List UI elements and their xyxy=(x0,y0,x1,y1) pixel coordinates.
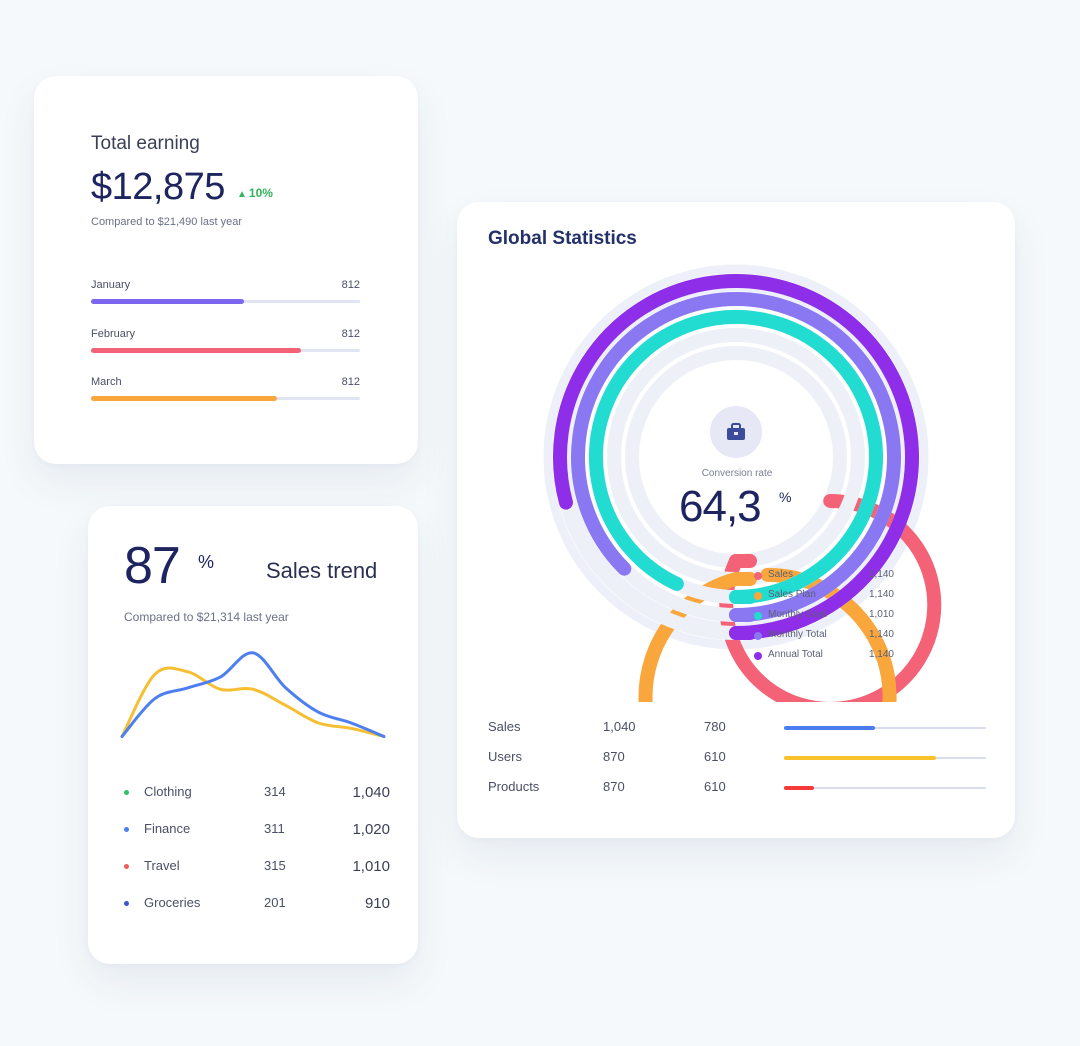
stat-value: 1,040 xyxy=(603,719,636,734)
legend-row-travel: Travel 315 1,010 xyxy=(124,858,390,878)
earning-amount: $12,875 xyxy=(91,166,225,208)
stat-progress-fill xyxy=(784,726,875,730)
ring-legend-name: Annual Total xyxy=(768,649,823,660)
month-label: January xyxy=(91,279,131,291)
ring-arc-2 xyxy=(589,310,883,604)
ring-legend-value: 1,140 xyxy=(868,589,894,600)
ring-legend-annual-total: Annual Total 1,140 xyxy=(754,649,894,665)
legend-row-finance: Finance 311 1,020 xyxy=(124,821,390,841)
stat-row-users: Users 870 610 xyxy=(488,749,986,769)
ring-legend-dot xyxy=(754,652,762,660)
stat-value: 870 xyxy=(603,749,625,764)
legend-name: Groceries xyxy=(144,895,201,910)
global-title: Global Statistics xyxy=(488,228,637,249)
legend-total: 1,040 xyxy=(352,784,390,801)
earning-subtitle: Compared to $21,490 last year xyxy=(91,216,243,228)
month-row-february: February 812 xyxy=(91,328,360,358)
stat-row-products: Products 870 610 xyxy=(488,779,986,799)
ring-legend-name: Monthly Goal xyxy=(768,609,827,620)
briefcase-glyph xyxy=(727,423,745,440)
ring-legend-sales-plan: Sales Plan 1,140 xyxy=(754,589,894,605)
month-value: 812 xyxy=(341,328,360,340)
ring-arc-4 xyxy=(553,274,919,640)
stat-value-secondary: 610 xyxy=(704,779,726,794)
legend-dot xyxy=(124,901,129,906)
stat-track xyxy=(784,787,986,789)
legend-dot xyxy=(124,864,129,869)
stat-progress-fill xyxy=(784,786,815,790)
earning-change-value: 10% xyxy=(248,186,273,200)
briefcase-icon xyxy=(710,406,762,458)
center-value-sign: % xyxy=(779,489,792,505)
month-label: March xyxy=(91,376,122,388)
sales-trend-card: 87 % Sales trend Compared to $21,314 las… xyxy=(88,506,418,964)
ring-legend-value: 1,140 xyxy=(868,629,894,640)
legend-dot xyxy=(124,790,129,795)
ring-legend-value: 1,140 xyxy=(868,569,894,580)
month-value: 812 xyxy=(341,279,360,291)
stat-value: 870 xyxy=(603,779,625,794)
sales-subtitle: Compared to $21,314 last year xyxy=(124,610,289,624)
ring-arc-3 xyxy=(571,292,901,622)
month-progress-fill xyxy=(91,348,301,353)
legend-row-groceries: Groceries 201 910 xyxy=(124,895,390,915)
month-row-january: January 812 xyxy=(91,279,360,309)
legend-total: 1,020 xyxy=(352,821,390,838)
arrow-up-icon: ▲ xyxy=(237,189,247,200)
legend-value: 201 xyxy=(264,895,286,910)
legend-name: Finance xyxy=(144,821,191,836)
ring-legend-dot xyxy=(754,572,762,580)
sales-title: Sales trend xyxy=(266,558,378,583)
stat-track xyxy=(784,727,986,729)
trend-line-series-0 xyxy=(120,666,386,738)
global-statistics-card: Global Statistics Conversion rate 64,3 %… xyxy=(457,202,1015,838)
sales-trend-chart xyxy=(120,651,386,738)
stat-name: Products xyxy=(488,779,540,794)
legend-value: 311 xyxy=(264,821,285,836)
ring-arc-1 xyxy=(638,567,897,702)
stat-progress-fill xyxy=(784,756,936,760)
legend-row-clothing: Clothing 314 1,040 xyxy=(124,784,390,804)
month-progress-fill xyxy=(91,396,277,401)
stat-row-sales: Sales 1,040 780 xyxy=(488,719,986,739)
stat-value-secondary: 610 xyxy=(704,749,726,764)
ring-legend-name: Monthly Total xyxy=(768,629,827,640)
total-earning-card: Total earning $12,875 ▲ 10% Compared to $… xyxy=(34,76,418,464)
ring-legend-dot xyxy=(754,592,762,600)
legend-total: 910 xyxy=(364,895,390,912)
earning-title: Total earning xyxy=(91,133,200,154)
ring-legend-monthly-goal: Monthly Goal 1,010 xyxy=(754,609,894,625)
sales-percent: 87 xyxy=(124,537,181,595)
month-row-march: March 812 xyxy=(91,376,360,406)
legend-value: 314 xyxy=(264,784,286,799)
stat-value-secondary: 780 xyxy=(704,719,726,734)
stat-name: Users xyxy=(488,749,522,764)
ring-legend-dot xyxy=(754,612,762,620)
month-value: 812 xyxy=(341,376,360,388)
ring-legend-dot xyxy=(754,632,762,640)
earning-change-badge: ▲ 10% xyxy=(237,186,273,200)
trend-line-series-1 xyxy=(120,651,386,738)
legend-name: Travel xyxy=(144,858,180,873)
stat-name: Sales xyxy=(488,719,521,734)
ring-legend-sales: Sales 1,140 xyxy=(754,569,894,585)
legend-total: 1,010 xyxy=(352,858,390,875)
month-progress-fill xyxy=(91,299,245,304)
month-label: February xyxy=(91,328,136,340)
center-label: Conversion rate xyxy=(701,468,773,479)
legend-dot xyxy=(124,827,129,832)
sales-percent-sign: % xyxy=(198,552,215,572)
ring-legend-monthly-total: Monthly Total 1,140 xyxy=(754,629,894,645)
center-value: 64,3 xyxy=(679,482,762,531)
legend-value: 315 xyxy=(264,858,286,873)
ring-legend-value: 1,010 xyxy=(868,609,894,620)
ring-legend-value: 1,140 xyxy=(868,649,894,660)
ring-legend-name: Sales Plan xyxy=(768,589,816,600)
legend-name: Clothing xyxy=(144,784,192,799)
ring-legend-name: Sales xyxy=(768,569,794,580)
